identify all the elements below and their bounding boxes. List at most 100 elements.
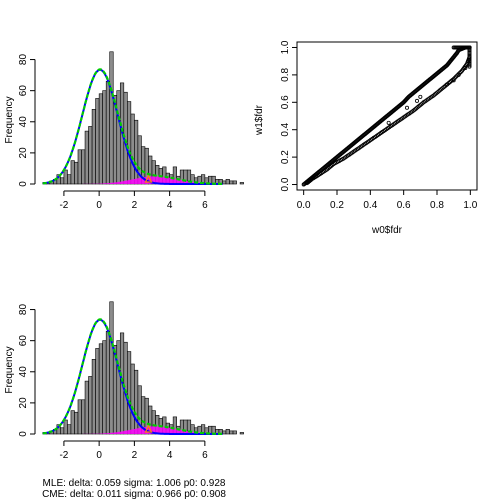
y-tick-label: 80 — [18, 304, 29, 316]
histogram-bar — [229, 430, 234, 435]
histogram-bar — [222, 430, 227, 435]
histogram-bar — [98, 93, 103, 185]
scatter-point — [467, 52, 472, 57]
x-tick-label: 0.4 — [363, 200, 377, 211]
histogram-bar — [74, 411, 79, 435]
histogram-bar — [134, 369, 139, 435]
scatter-point — [467, 64, 472, 69]
alternative-density-fill — [42, 426, 223, 434]
y-tick-label: 80 — [18, 54, 29, 66]
histogram-bar — [225, 429, 230, 435]
histogram-bar — [109, 301, 114, 435]
y-tick-label: 20 — [18, 147, 29, 159]
scatter-point — [467, 57, 472, 62]
y-axis-label: Frequency — [4, 96, 15, 143]
x-tick-label: 1.0 — [463, 200, 477, 211]
scatter-point — [463, 66, 468, 71]
scatter-panel: 0.0 0.2 0.4 0.6 0.8 1.0 0.0 0.2 0.4 0.6 0.8 1.0 w0$… — [254, 40, 478, 236]
cutoff-triangle-marker — [144, 424, 153, 433]
y-tick-label: 60 — [18, 335, 29, 347]
scatter-point — [451, 78, 456, 83]
x-tick-label: 4 — [167, 200, 173, 211]
density-overlay — [42, 68, 223, 185]
scatter-point — [467, 61, 472, 66]
x-tick-label: 6 — [202, 450, 208, 461]
scatter-point — [467, 63, 472, 68]
histogram-bar — [95, 98, 100, 185]
histogram-bar — [222, 180, 227, 185]
y-axis-label: w1$fdr — [254, 104, 265, 136]
scatter-point — [467, 49, 472, 54]
y-tick-label: 0.6 — [280, 95, 291, 109]
alternative-density-fill — [42, 176, 223, 184]
histogram-bar — [116, 90, 121, 185]
histogram-bar — [91, 109, 96, 185]
scatter-point — [444, 82, 449, 87]
histogram-bar — [77, 399, 82, 435]
histogram-bars — [42, 301, 244, 435]
x-tick-label: 0.6 — [397, 200, 411, 211]
histogram-bar — [239, 182, 244, 185]
histogram-bar — [109, 51, 114, 185]
density-overlay — [42, 318, 223, 435]
x-tick-label: 6 — [202, 200, 208, 211]
y-axis-label: Frequency — [4, 346, 15, 393]
scatter-point — [467, 55, 472, 60]
x-tick-label: 0.8 — [430, 200, 444, 211]
histogram-bar — [70, 410, 75, 435]
histogram-bar — [105, 331, 111, 435]
histogram-bar — [102, 90, 107, 185]
cme-annotation: CME: delta: 0.011 sigma: 0.966 p0: 0.908 — [42, 489, 226, 500]
y-tick-label: 0 — [18, 431, 29, 437]
histogram-bar — [225, 179, 230, 185]
scatter-point — [418, 94, 423, 99]
scatter-point — [467, 56, 472, 61]
histogram-bar — [127, 351, 132, 435]
y-tick-label: 1.0 — [280, 40, 291, 54]
histogram-panel-top: 0 20 40 60 80 -2 0 2 4 6 Frequency — [4, 51, 244, 211]
scatter-axes: 0.0 0.2 0.4 0.6 0.8 1.0 0.0 0.2 0.4 0.6 0.8 1.0 — [280, 40, 478, 211]
histogram-bar — [84, 380, 89, 435]
histogram-bar — [116, 340, 121, 435]
histogram-bar — [105, 81, 111, 185]
y-tick-label: 0 — [18, 181, 29, 187]
histogram-bar — [74, 161, 79, 185]
scatter-point — [404, 105, 409, 110]
scatter-point — [456, 72, 461, 77]
histogram-bar — [84, 130, 89, 185]
histogram-bar — [102, 340, 107, 435]
cutoff-triangle-marker — [144, 174, 153, 183]
x-tick-label: -2 — [59, 450, 68, 461]
y-tick-label: 0.8 — [280, 68, 291, 82]
histogram-bar — [60, 427, 65, 435]
histogram-bar — [81, 399, 86, 435]
scatter-point — [467, 50, 472, 55]
histogram-bar — [81, 149, 86, 185]
histogram-bar — [130, 363, 135, 435]
histogram-axes: 0 20 40 60 80 -2 0 2 4 6 — [18, 304, 208, 461]
x-tick-label: 0 — [96, 200, 102, 211]
x-tick-label: 2 — [132, 450, 138, 461]
histogram-bar — [98, 343, 103, 435]
histogram-axes: 0 20 40 60 80 -2 0 2 4 6 — [18, 54, 208, 211]
x-tick-label: 2 — [132, 200, 138, 211]
histogram-bar — [134, 119, 139, 185]
histogram-bar — [88, 376, 93, 435]
y-tick-label: 0.0 — [280, 177, 291, 191]
scatter-point — [467, 59, 472, 64]
y-tick-label: 40 — [18, 116, 29, 128]
histogram-bar — [239, 432, 244, 435]
scatter-point — [467, 53, 472, 58]
x-axis-label: w0$fdr — [371, 225, 403, 236]
x-tick-label: -2 — [59, 200, 68, 211]
histogram-bar — [70, 160, 75, 185]
mixture-fit-line — [42, 318, 223, 435]
mixture-fit-line — [42, 68, 223, 185]
x-tick-label: 4 — [167, 450, 173, 461]
plot-frame — [296, 41, 478, 191]
histogram-panel-bottom: 0 20 40 60 80 -2 0 2 4 6 Frequency MLE: delta: 0.… — [4, 301, 244, 500]
y-tick-label: 0.4 — [280, 122, 291, 136]
scatter-points — [301, 45, 472, 187]
histogram-bar — [95, 348, 100, 435]
